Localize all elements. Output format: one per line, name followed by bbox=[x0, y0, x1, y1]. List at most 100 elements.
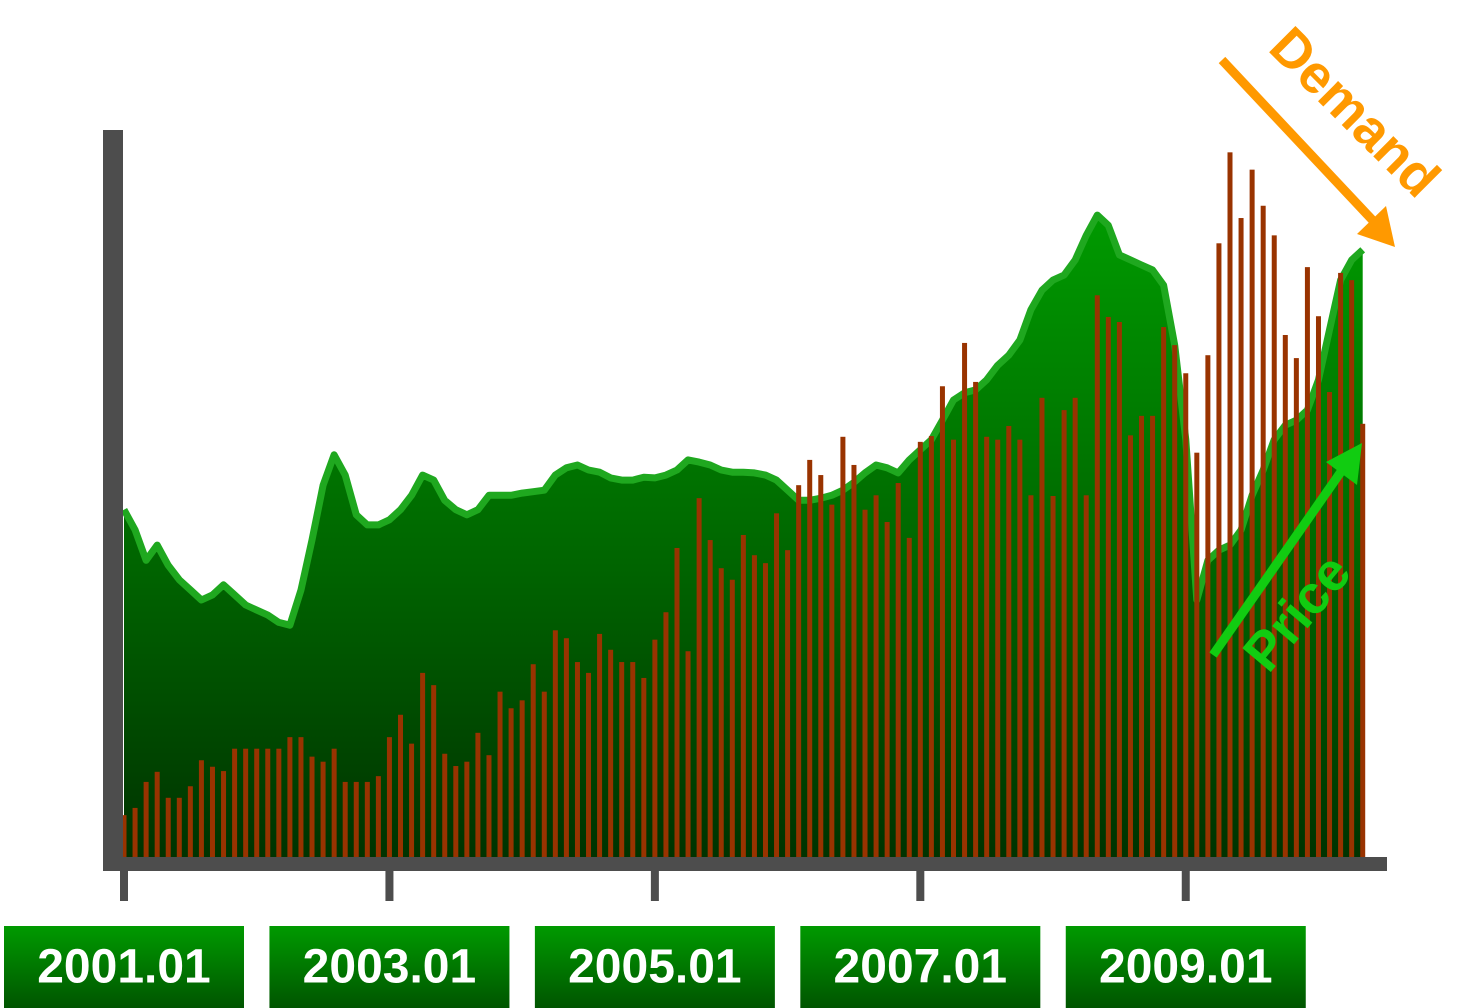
demand-bar bbox=[453, 766, 459, 857]
demand-bar bbox=[187, 786, 193, 857]
demand-bar bbox=[198, 760, 204, 857]
demand-bar bbox=[751, 555, 757, 857]
demand-bar bbox=[1172, 345, 1178, 857]
demand-bar bbox=[995, 439, 1001, 857]
demand-bar bbox=[1150, 415, 1156, 857]
price-arrow bbox=[1209, 463, 1349, 658]
demand-bar bbox=[1205, 355, 1211, 857]
plot-area bbox=[120, 152, 1366, 858]
demand-bar bbox=[1050, 496, 1056, 857]
demand-bar bbox=[762, 563, 768, 857]
x-label-box bbox=[800, 926, 1041, 1008]
demand-bar bbox=[176, 797, 182, 857]
price-arrowhead bbox=[1326, 443, 1362, 485]
x-tick bbox=[916, 871, 925, 901]
demand-bar bbox=[121, 815, 127, 857]
demand-bar bbox=[641, 677, 647, 857]
demand-bar bbox=[1183, 373, 1189, 857]
demand-bar bbox=[973, 381, 979, 857]
demand-bar bbox=[1282, 334, 1288, 857]
x-tick bbox=[385, 871, 394, 901]
demand-bar bbox=[154, 771, 160, 857]
demand-bar bbox=[1338, 272, 1344, 858]
demand-bar bbox=[1116, 321, 1122, 857]
demand-bar bbox=[265, 748, 271, 857]
demand-bar bbox=[386, 737, 392, 857]
x-tick bbox=[120, 871, 128, 901]
demand-bar bbox=[652, 639, 658, 857]
demand-bar bbox=[884, 521, 890, 857]
demand-bar bbox=[906, 537, 912, 857]
demand-bar bbox=[232, 748, 238, 857]
demand-bar bbox=[597, 633, 603, 857]
demand-arrowhead bbox=[1357, 206, 1395, 247]
x-axis bbox=[103, 857, 1387, 871]
demand-bar bbox=[663, 612, 669, 857]
demand-bar bbox=[486, 755, 492, 857]
demand-bar bbox=[1161, 327, 1167, 857]
demand-bar bbox=[718, 568, 724, 857]
demand-bar bbox=[1216, 243, 1222, 858]
demand-bar bbox=[420, 672, 426, 857]
demand-bar bbox=[608, 649, 614, 857]
demand-bar bbox=[497, 691, 503, 857]
demand-bar bbox=[574, 662, 580, 857]
demand-bar bbox=[630, 662, 636, 857]
x-tick-label: 2009.01 bbox=[1099, 941, 1273, 994]
demand-bar bbox=[1017, 439, 1023, 857]
demand-bar bbox=[674, 547, 680, 857]
demand-bar bbox=[1349, 280, 1355, 857]
demand-annotation: Demand bbox=[1218, 16, 1451, 247]
demand-bar bbox=[1139, 415, 1145, 857]
demand-bar bbox=[353, 781, 359, 857]
x-labels: 2001.01 2003.01 2005.01 2007.01 2009.01 bbox=[4, 871, 1306, 1008]
demand-bar bbox=[939, 386, 945, 857]
demand-bar bbox=[409, 743, 415, 857]
demand-bar bbox=[309, 756, 315, 857]
demand-bar bbox=[807, 459, 813, 857]
demand-bar bbox=[552, 630, 558, 857]
demand-bar bbox=[951, 439, 956, 857]
demand-bar bbox=[1194, 452, 1200, 857]
demand-bar bbox=[818, 475, 824, 857]
demand-bar bbox=[1260, 205, 1266, 858]
x-tick-label: 2005.01 bbox=[568, 941, 742, 994]
demand-bar bbox=[1327, 392, 1333, 857]
x-label-box bbox=[4, 926, 244, 1008]
demand-bar bbox=[442, 753, 448, 857]
demand-bar bbox=[342, 781, 348, 857]
x-tick-label: 2001.01 bbox=[37, 941, 211, 994]
demand-bar bbox=[541, 691, 547, 857]
demand-bar bbox=[1315, 316, 1321, 857]
demand-bar bbox=[1094, 295, 1100, 857]
demand-bar bbox=[895, 483, 901, 857]
demand-bar bbox=[320, 761, 326, 857]
demand-bar bbox=[774, 513, 780, 857]
demand-bar bbox=[1360, 423, 1366, 857]
demand-bar bbox=[398, 714, 403, 857]
demand-bar bbox=[1028, 495, 1034, 857]
demand-bar bbox=[375, 776, 381, 857]
demand-bar bbox=[287, 737, 293, 857]
y-axis bbox=[103, 130, 123, 870]
demand-bar bbox=[1105, 316, 1111, 858]
demand-bar bbox=[1039, 397, 1045, 857]
x-label-box bbox=[1065, 926, 1306, 1008]
demand-bar bbox=[840, 436, 846, 857]
demand-bar bbox=[364, 781, 370, 857]
demand-bar bbox=[984, 436, 990, 857]
demand-bar bbox=[1006, 425, 1012, 857]
demand-bar bbox=[862, 509, 868, 857]
demand-bar bbox=[276, 748, 282, 857]
demand-bar bbox=[298, 737, 304, 857]
demand-bar bbox=[685, 651, 691, 857]
demand-bar bbox=[221, 771, 227, 857]
demand-bar bbox=[785, 550, 791, 857]
price-line bbox=[120, 211, 1366, 629]
demand-bar bbox=[431, 685, 437, 857]
demand-bar bbox=[1072, 397, 1078, 857]
demand-bar bbox=[254, 748, 260, 857]
demand-bar bbox=[563, 638, 569, 857]
